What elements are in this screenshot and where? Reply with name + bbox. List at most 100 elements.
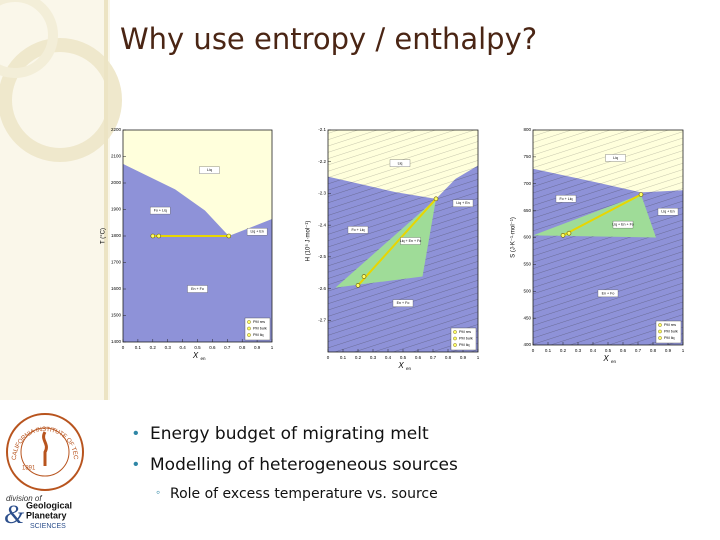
x-tick-label: 0.4 (590, 348, 597, 353)
region-label: Liq (207, 168, 212, 172)
region-label: Liq (398, 161, 403, 165)
y-tick-label: 600 (523, 235, 531, 240)
legend-label: PM res (459, 330, 471, 334)
x-tick-label: 0 (122, 345, 125, 350)
logo-line: Planetary (26, 510, 67, 520)
x-tick-label: 0.8 (445, 355, 452, 360)
y-tick-label: 2200 (111, 127, 122, 132)
x-tick-label: 0.9 (254, 345, 261, 350)
x-axis-label: X (602, 354, 609, 363)
y-tick-label: -2.4 (318, 222, 326, 227)
x-tick-label: 0.7 (430, 355, 437, 360)
legend-label: PM liq (459, 343, 470, 347)
point (361, 274, 367, 279)
x-tick-label: 0.6 (620, 348, 627, 353)
sub-bullet: Role of excess temperature vs. source (170, 486, 438, 502)
point (566, 230, 572, 236)
y-tick-label: 1500 (111, 313, 122, 318)
x-tick-label: 0.2 (560, 348, 567, 353)
ring (0, 38, 122, 162)
point (638, 192, 644, 197)
region-label: Liq + En (661, 210, 674, 214)
logo-line: SCIENCES (30, 523, 66, 530)
y-tick-label: -2.1 (318, 127, 326, 132)
y-tick-label: -2.3 (318, 191, 326, 196)
x-tick-label: 0.6 (415, 355, 422, 360)
bullet-marker: ◦ (156, 485, 161, 499)
x-tick-label: 0.5 (400, 355, 407, 360)
region-label-box (187, 285, 208, 293)
x-tick-label: 0 (532, 348, 535, 353)
legend-label: PM bulk (664, 330, 678, 334)
region-label-box (612, 220, 634, 229)
region-label-box (389, 159, 411, 167)
region-label: Liq + En + Fo (612, 223, 634, 227)
region-label-box (452, 199, 474, 207)
x-tick-label: 0.5 (194, 345, 201, 350)
x-tick-label: 0.1 (135, 345, 142, 350)
region-label-box (400, 237, 421, 245)
y-tick-label: 2100 (111, 154, 122, 159)
x-tick-label: 0.3 (370, 355, 377, 360)
region-label-box (246, 228, 268, 236)
x-tick-label: 0.1 (545, 348, 552, 353)
point (433, 196, 439, 202)
x-tick-label: 0.9 (460, 355, 467, 360)
y-tick-label: 1400 (111, 339, 122, 344)
point (156, 233, 162, 239)
x-tick-label: 0.3 (575, 348, 582, 353)
x-tick-label: 1 (477, 355, 480, 360)
region-label-box (657, 208, 679, 216)
bullet: Modelling of heterogeneous sources (150, 455, 458, 475)
legend-swatch (658, 329, 662, 334)
legend-swatch (453, 336, 457, 341)
y-tick-label: 500 (523, 288, 531, 293)
seal-year: 1891 (22, 466, 36, 472)
point (560, 233, 566, 238)
figure: Liq Fo + Liq Liq + En Liq + En + Fo En + Fo 4… (511, 127, 685, 364)
y-axis-label: H (10⁵ J·mol⁻¹) (305, 221, 312, 262)
legend-label: PM liq (253, 333, 264, 337)
y-axis-label: S (J·K⁻¹·mol⁻¹) (511, 217, 517, 258)
x-tick-label: 0.9 (665, 348, 672, 353)
legend-swatch (453, 343, 457, 347)
seal-inner (20, 427, 70, 477)
region-label: Liq + En + Fo (400, 239, 422, 243)
x-tick-label: 0 (327, 355, 330, 360)
bullet-marker: • (133, 456, 139, 473)
region-label-box (392, 299, 414, 307)
legend-box (450, 327, 477, 351)
y-tick-label: 700 (523, 181, 531, 186)
region-label: Liq (613, 156, 618, 160)
point (355, 283, 361, 288)
tie-line (562, 193, 642, 237)
ampersand: & (4, 500, 25, 529)
legend-label: PM bulk (459, 337, 473, 341)
x-tick-label: 0.4 (385, 355, 392, 360)
region-label: En + Fo (602, 291, 615, 295)
legend-swatch (658, 323, 662, 327)
x-tick-label: 1 (271, 345, 274, 350)
tie-line (357, 198, 437, 287)
legend-swatch (247, 326, 251, 331)
x-axis-label-sub: en (611, 359, 617, 364)
y-tick-label: 550 (523, 262, 531, 267)
y-tick-label: 1800 (111, 233, 122, 238)
region-label: Fo + Liq (559, 197, 572, 201)
legend-label: PM res (253, 320, 265, 324)
legend-swatch (247, 333, 251, 337)
region-label: En + Fo (397, 301, 410, 305)
region-label-box (555, 195, 577, 203)
logo-line: Geological (26, 500, 72, 510)
x-tick-label: 0.6 (209, 345, 216, 350)
logo: CALIFORNIA INSTITUTE OF TECHNOLOGY 1891 … (0, 400, 84, 530)
x-tick-label: 0.5 (605, 348, 612, 353)
x-tick-label: 1 (682, 348, 685, 353)
ring (0, 0, 58, 78)
y-tick-label: -2.2 (318, 159, 326, 164)
legend-swatch (658, 336, 662, 340)
region-label: Fo + Liq (154, 209, 167, 213)
figure: Liq Fo + Liq Liq + En Liq + En + Fo En + Fo -… (305, 127, 480, 371)
region-label: Liq + En (250, 230, 263, 234)
